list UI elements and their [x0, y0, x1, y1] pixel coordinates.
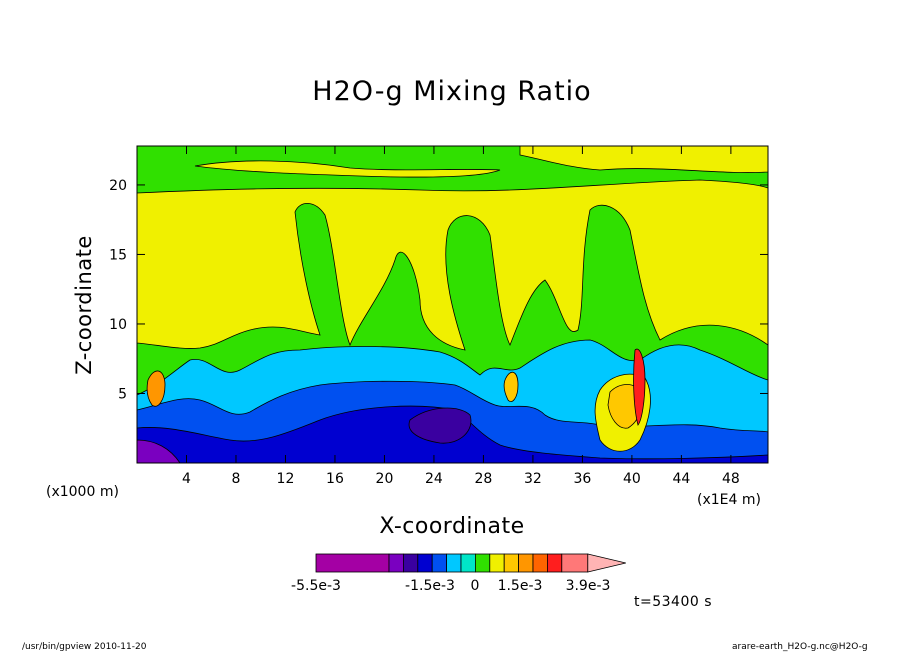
plot-frame	[136, 145, 769, 464]
band-yellow-main	[137, 179, 768, 351]
y-tick-label: 5	[118, 386, 127, 402]
x-axis-label: X-coordinate	[379, 514, 525, 539]
colorbar-label: 0	[471, 578, 480, 594]
colorbar-swatch	[417, 553, 433, 573]
footer-left: /usr/bin/gpview 2010-11-20	[22, 642, 147, 652]
x-tick-label: 48	[722, 471, 740, 487]
time-label: t=53400 s	[634, 594, 712, 610]
colorbar: -5.5e-3 -1.5e-3 0 1.5e-3 3.9e-3	[291, 553, 626, 594]
band-orange-mid	[503, 371, 519, 402]
colorbar-swatch	[547, 553, 563, 573]
x-axis-unit: (x1000 m)	[46, 484, 119, 500]
x-tick-label: 12	[277, 471, 295, 487]
band-purple-corner	[137, 439, 181, 463]
band-yellow-strip	[194, 160, 501, 178]
colorbar-swatch	[503, 553, 520, 573]
band-navy-core	[408, 407, 472, 444]
footer-right: arare-earth_H2O-g.nc@H2O-g	[732, 642, 868, 652]
chart-title: H2O-g Mixing Ratio	[312, 76, 592, 107]
x-tick-label: 20	[376, 471, 394, 487]
colorbar-swatch	[315, 553, 390, 573]
x-tick-label: 8	[232, 471, 241, 487]
y-axis: 5 10 15 20	[109, 178, 768, 402]
colorbar-swatch	[388, 553, 404, 573]
x-axis: 4 8 12 16 20 24 28 32 36 40 44 48	[182, 146, 740, 487]
colorbar-swatch	[489, 553, 505, 573]
colorbar-swatch	[402, 553, 419, 573]
colorbar-label: 3.9e-3	[566, 578, 611, 594]
colorbar-swatch	[532, 553, 548, 573]
x-tick-label: 32	[524, 471, 542, 487]
x-tick-label: 24	[425, 471, 443, 487]
y-tick-label: 10	[109, 317, 127, 333]
x-tick-label: 40	[623, 471, 641, 487]
x-axis-multiplier: (x1E4 m)	[697, 492, 761, 508]
band-orange-left	[146, 370, 166, 407]
colorbar-swatch	[431, 553, 448, 573]
colorbar-label: -1.5e-3	[405, 578, 455, 594]
y-tick-label: 20	[109, 178, 127, 194]
x-tick-label: 28	[475, 471, 493, 487]
colorbar-swatch	[446, 553, 462, 573]
x-tick-label: 36	[573, 471, 591, 487]
colorbar-label: 1.5e-3	[498, 578, 543, 594]
y-tick-label: 15	[109, 247, 127, 263]
colorbar-arrow	[587, 553, 626, 573]
contour-field	[137, 146, 768, 463]
x-tick-label: 44	[672, 471, 690, 487]
colorbar-swatch	[460, 553, 476, 573]
colorbar-swatch	[474, 553, 491, 573]
x-tick-label: 4	[182, 471, 191, 487]
band-red-cell	[633, 348, 646, 426]
colorbar-label: -5.5e-3	[291, 578, 341, 594]
colorbar-swatch	[561, 553, 589, 573]
colorbar-swatch	[518, 553, 534, 573]
x-tick-label: 16	[326, 471, 344, 487]
